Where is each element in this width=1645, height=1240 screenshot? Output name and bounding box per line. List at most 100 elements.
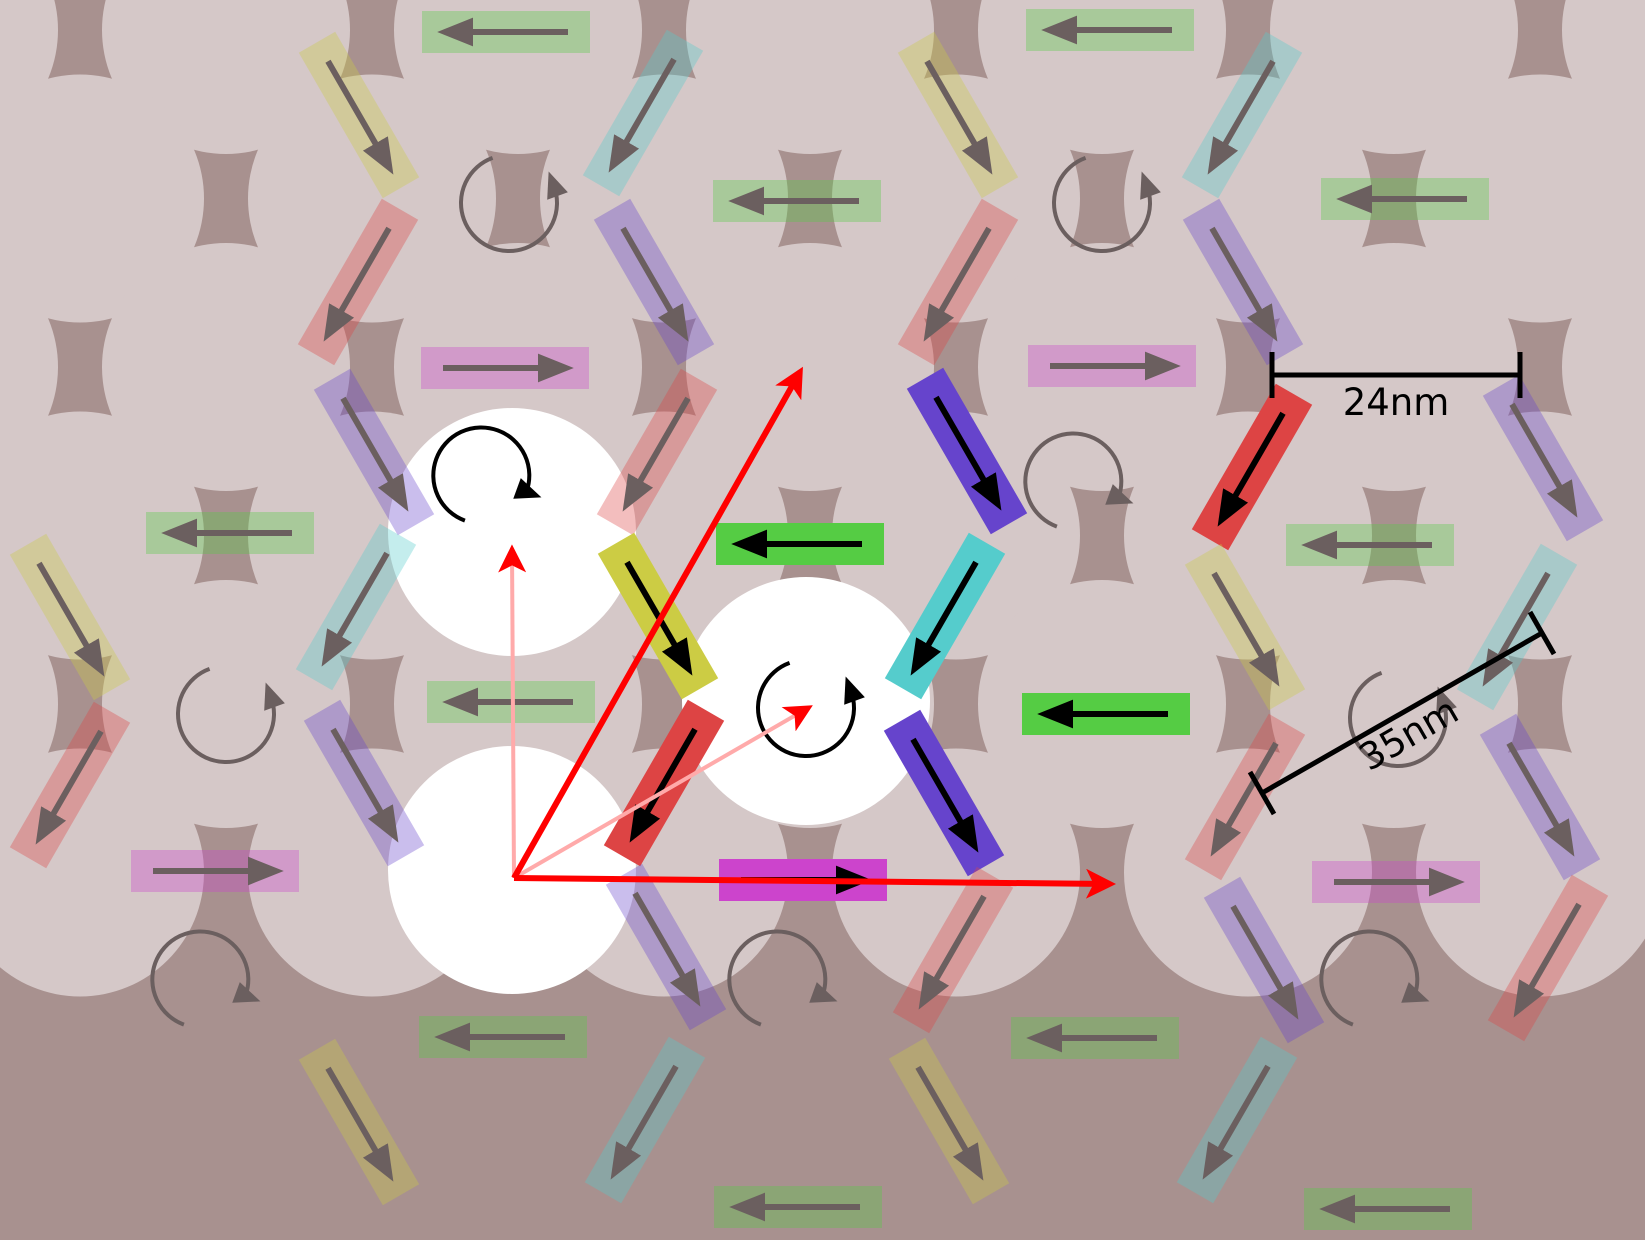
basis-vector-top (498, 544, 527, 879)
nanomagnet (131, 850, 299, 892)
counterclockwise-rotation-icon (756, 661, 865, 758)
nanomagnet (1184, 543, 1306, 711)
disc (1416, 748, 1645, 997)
magnetization-arrow (1509, 402, 1578, 518)
disc (832, 411, 1080, 660)
lattice-vector-a1 (513, 868, 1116, 899)
nanomagnet (888, 1037, 1010, 1205)
nanomagnet (303, 699, 425, 867)
diameter-scale-label: 24nm (1343, 381, 1450, 424)
clockwise-rotation-icon (727, 929, 838, 1027)
magnetization-arrow (321, 551, 390, 667)
disc (1416, 74, 1645, 323)
active-nanomagnet (716, 523, 884, 565)
nanomagnet (1028, 345, 1196, 387)
magnetization-arrow (933, 395, 1002, 511)
magnetization-arrow (924, 59, 993, 175)
magnetization-arrow (629, 727, 698, 843)
rotation-arrowhead (809, 982, 838, 1003)
rotation-arc (1023, 431, 1124, 529)
active-nanomagnet (906, 367, 1028, 535)
nanomagnet (298, 31, 420, 199)
magnetization-arrow (1506, 741, 1575, 857)
magnetization-arrow (1217, 411, 1286, 527)
disc (1124, 748, 1372, 997)
nanomagnet (419, 1016, 587, 1058)
nanomagnet (422, 11, 590, 53)
diameter-scale-bar: 24nm (1269, 352, 1523, 424)
nanomagnet (713, 180, 881, 222)
magnetization-arrow (915, 1065, 984, 1181)
active-nanomagnet (883, 709, 1005, 877)
clockwise-rotation-icon (1023, 431, 1134, 529)
nanomagnet (1184, 713, 1306, 881)
nanomagnet (1026, 9, 1194, 51)
rotation-arc (459, 156, 559, 253)
active-nanomagnet (603, 699, 725, 867)
nanomagnet (1203, 876, 1325, 1044)
nanomagnet (1482, 374, 1604, 542)
disc (1124, 74, 1372, 323)
nanomagnet (892, 866, 1014, 1034)
nanomagnet (1176, 1036, 1298, 1204)
rotation-arc (756, 661, 856, 758)
nanomagnet (1286, 524, 1454, 566)
magnetization-arrow (35, 729, 104, 845)
magnetization-arrow (323, 226, 392, 342)
nanomagnet (1321, 178, 1489, 220)
disc (1270, 580, 1518, 828)
nanomagnet (593, 198, 715, 366)
magnetization-arrow (610, 1064, 679, 1180)
disc (0, 411, 204, 660)
magnetization-arrow (1209, 226, 1278, 342)
magnetization-arrow (918, 894, 987, 1010)
magnetization-arrow (910, 560, 979, 676)
rotation-arc (1348, 671, 1449, 768)
magnetization-arrow (620, 226, 689, 342)
counterclockwise-rotation-icon (1052, 156, 1161, 253)
magnetization-arrow (1211, 571, 1280, 687)
magnetization-arrow (923, 226, 992, 342)
magnetization-arrow (1207, 59, 1276, 175)
disc (1270, 243, 1518, 491)
magnetization-arrow (1210, 741, 1279, 857)
magnetization-arrow (1230, 904, 1299, 1020)
active-nanomagnet (1191, 383, 1313, 551)
rotation-arrowhead (1401, 982, 1430, 1003)
active-nanomagnet (884, 532, 1006, 700)
unit-cell-disc-center (682, 577, 930, 825)
magnetization-arrow (36, 561, 105, 677)
rotation-arrowhead (1140, 171, 1161, 200)
rotation-arrowhead (232, 982, 261, 1003)
nanomagnet (582, 29, 704, 197)
nanomagnet (1312, 861, 1480, 903)
rotation-arrow-layer (150, 156, 1457, 1027)
lattice-vector-layer (498, 366, 1116, 899)
nanomagnet (1487, 874, 1609, 1042)
rotation-arc (727, 929, 828, 1027)
clockwise-rotation-icon (1319, 929, 1430, 1027)
clockwise-rotation-icon (150, 929, 261, 1027)
magnetization-arrow (325, 59, 394, 175)
disc (832, 748, 1080, 997)
rotation-arrowhead (513, 478, 542, 499)
magnetization-arrow (330, 727, 399, 843)
rotation-arc (1319, 929, 1420, 1027)
magnetization-arrow (622, 396, 691, 512)
rotation-arc (1052, 156, 1153, 253)
magnetization-arrow (325, 1066, 394, 1182)
disc (832, 74, 1080, 323)
active-nanomagnet (1022, 693, 1190, 735)
rotation-arc (176, 667, 276, 764)
disc (686, 243, 934, 491)
nanomagnet (596, 368, 718, 536)
nanomagnet (313, 368, 435, 536)
nanomagnet (1304, 1188, 1472, 1230)
nanomagnet (9, 533, 131, 701)
magnetization-arrow (1513, 902, 1582, 1018)
nanomagnet (584, 1036, 706, 1204)
rotation-arc (431, 425, 532, 523)
disc (102, 580, 350, 828)
